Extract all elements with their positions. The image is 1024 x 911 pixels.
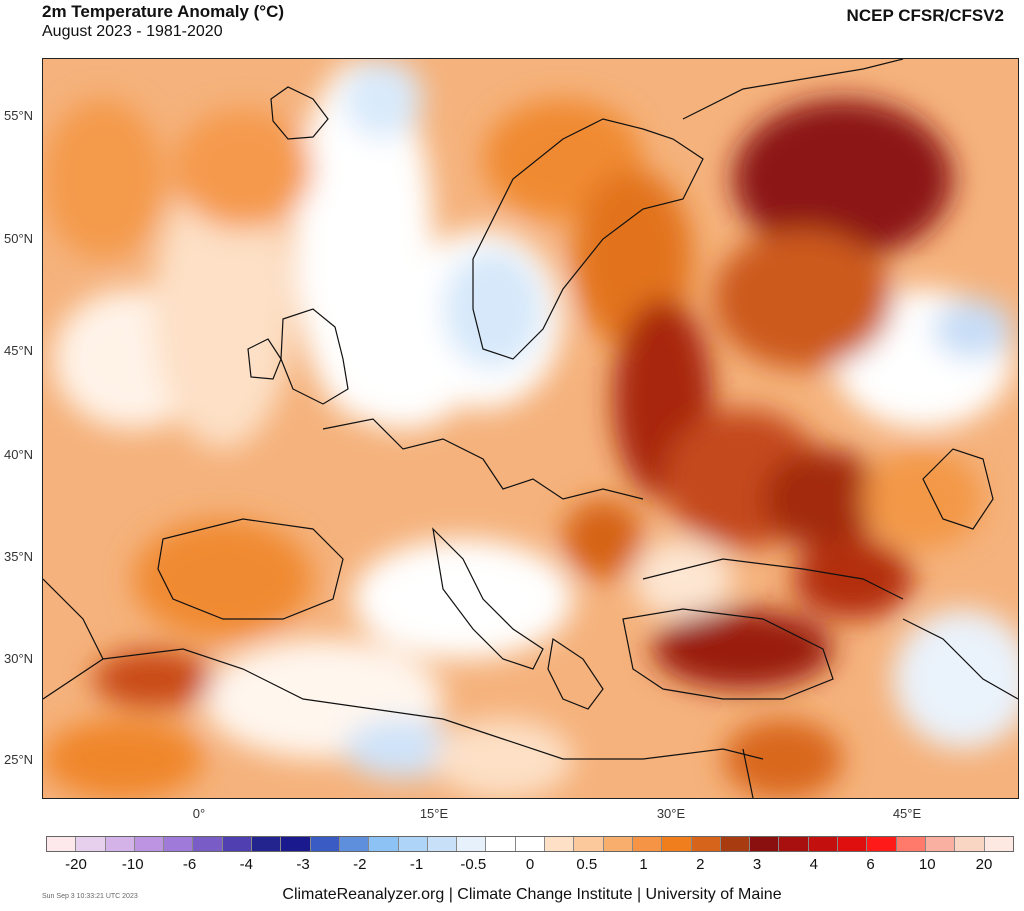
- colorbar-tick-label: 0: [525, 856, 535, 873]
- colorbar-swatch: [134, 837, 165, 851]
- colorbar-tick-label: 6: [866, 856, 875, 873]
- colorbar-tick-label: -1: [409, 856, 424, 873]
- colorbar-swatch: [252, 837, 282, 851]
- colorbar-swatch: [779, 837, 809, 851]
- colorbar-tick-label: -3: [296, 856, 310, 873]
- colorbar-swatch: [369, 837, 399, 851]
- lon-label-15e: 15°E: [419, 806, 449, 821]
- colorbar-tick-label: -20: [65, 856, 87, 873]
- lon-label-30e: 30°E: [656, 806, 686, 821]
- colorbar-tick-label: -10: [121, 856, 144, 873]
- colorbar-swatch: [457, 837, 487, 851]
- colorbar-swatch: [427, 837, 458, 851]
- colorbar-swatch: [222, 837, 253, 851]
- colorbar-swatch: [603, 837, 633, 851]
- colorbar-swatch: [867, 837, 897, 851]
- colorbar-swatch: [838, 837, 868, 851]
- colorbar-swatch: [281, 837, 311, 851]
- colorbar-tick-label: 3: [752, 856, 762, 873]
- colorbar-swatch: [193, 837, 223, 851]
- map-subtitle: August 2023 - 1981-2020: [42, 23, 223, 40]
- lon-label-0: 0°: [192, 806, 206, 821]
- colorbar-swatch: [76, 837, 106, 851]
- colorbar-swatch: [515, 837, 546, 851]
- colorbar-swatch: [310, 837, 340, 851]
- colorbar-tick-label: -6: [182, 856, 197, 873]
- colorbar-labels: -20 -10 -6 -4 -3 -2 -1 -0.5 0 0.5 1 2 3 4 6 10 20: [46, 856, 1014, 876]
- lat-label-25n: 25°N: [4, 752, 34, 767]
- colorbar-swatch: [47, 837, 77, 851]
- colorbar-swatch: [632, 837, 663, 851]
- data-source: NCEP CFSR/CFSV2: [846, 6, 1004, 25]
- colorbar-swatch: [925, 837, 956, 851]
- coastlines: [43, 59, 1018, 798]
- timestamp: Sun Sep 3 10:33:21 UTC 2023: [42, 893, 138, 900]
- colorbar-swatch: [105, 837, 135, 851]
- anomaly-field: [43, 59, 1018, 798]
- colorbar-swatch: [750, 837, 780, 851]
- credit-line: ClimateReanalyzer.org | Climate Change I…: [282, 886, 782, 903]
- colorbar-swatch: [662, 837, 692, 851]
- colorbar-tick-label: 1: [639, 856, 648, 873]
- colorbar-swatch: [164, 837, 194, 851]
- colorbar-swatch: [896, 837, 926, 851]
- colorbar-tick-label: 10: [918, 856, 936, 873]
- colorbar-tick-label: -0.5: [460, 856, 487, 873]
- colorbar-swatch: [984, 837, 1013, 851]
- colorbar-swatch: [339, 837, 370, 851]
- anomaly-map: [42, 58, 1019, 799]
- colorbar-swatch: [720, 837, 751, 851]
- colorbar-swatch: [574, 837, 604, 851]
- colorbar-swatch: [691, 837, 721, 851]
- map-title: 2m Temperature Anomaly (°C): [42, 2, 285, 21]
- lat-label-40n: 40°N: [4, 447, 34, 462]
- colorbar-swatch: [545, 837, 575, 851]
- colorbar-swatch: [955, 837, 985, 851]
- colorbar-swatch: [808, 837, 839, 851]
- colorbar-tick-label: 20: [975, 856, 993, 873]
- colorbar-swatch: [398, 837, 428, 851]
- lat-label-35n: 35°N: [4, 549, 34, 564]
- lat-label-45n: 45°N: [4, 343, 34, 358]
- colorbar-tick-label: 2: [696, 856, 705, 873]
- lat-label-50n: 50°N: [4, 231, 34, 246]
- colorbar-tick-label: -2: [353, 856, 367, 873]
- colorbar-tick-label: 4: [809, 856, 818, 873]
- lat-label-30n: 30°N: [4, 651, 34, 666]
- colorbar-tick-label: 0.5: [576, 856, 598, 873]
- colorbar-swatch: [486, 837, 516, 851]
- colorbar-tick-label: -4: [239, 856, 253, 873]
- lat-label-55n: 55°N: [4, 108, 34, 123]
- lon-label-45e: 45°E: [892, 806, 922, 821]
- colorbar: [46, 836, 1014, 852]
